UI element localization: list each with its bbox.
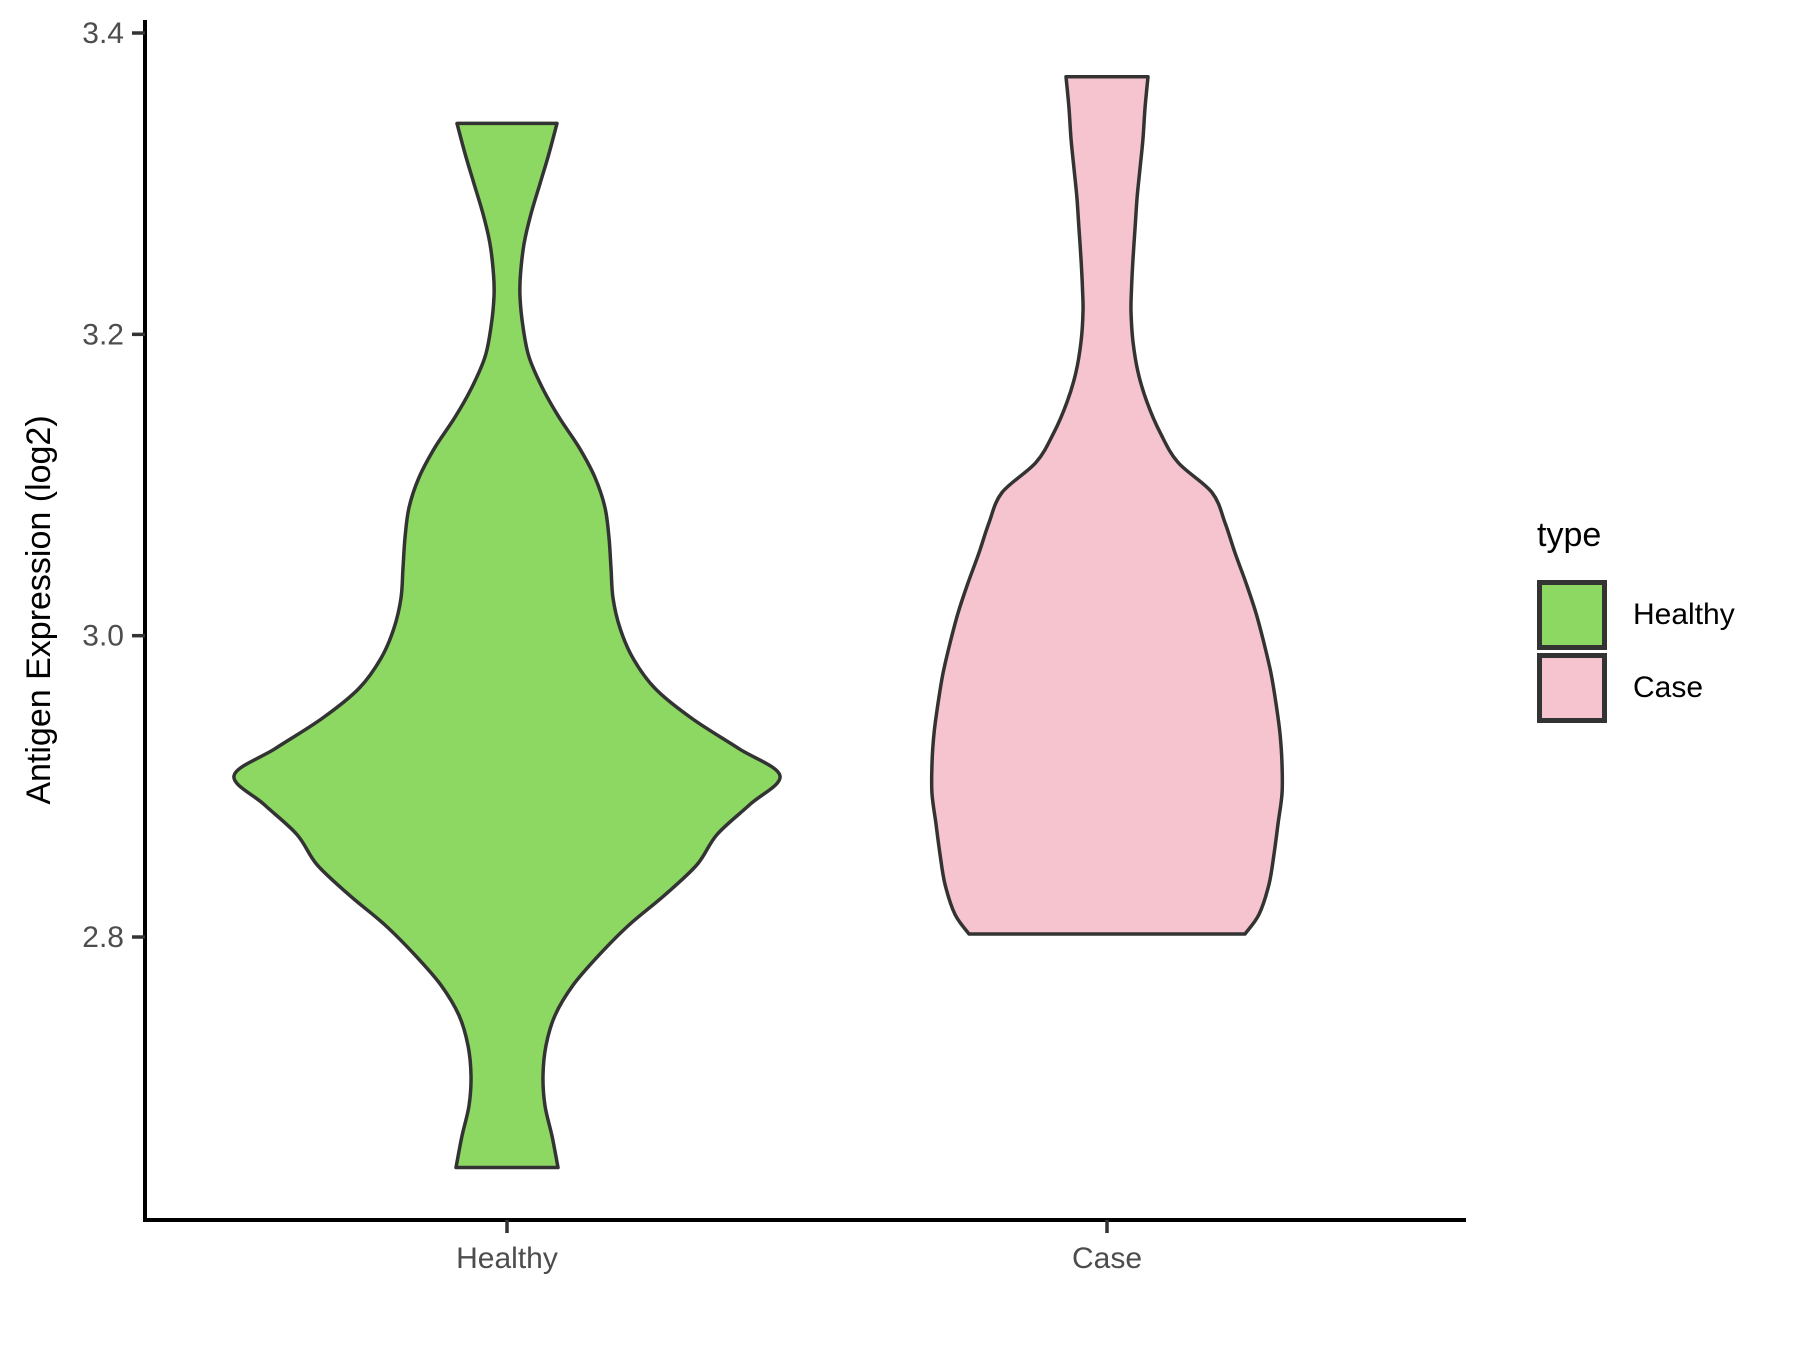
legend-item-healthy: Healthy	[1537, 580, 1735, 650]
y-tick-label: 3.2	[82, 318, 124, 351]
y-tick-label: 3.4	[82, 17, 124, 50]
legend-item-case: Case	[1537, 653, 1735, 723]
y-tick-label: 2.8	[82, 921, 124, 954]
legend: type Healthy Case	[1537, 514, 1735, 726]
violin-case	[929, 74, 1285, 936]
legend-label-case: Case	[1633, 671, 1704, 704]
x-category-label: Healthy	[456, 1242, 558, 1275]
x-category-label: Case	[1072, 1242, 1142, 1275]
violin-healthy	[232, 121, 782, 1170]
legend-label-healthy: Healthy	[1633, 598, 1735, 631]
legend-title: type	[1537, 516, 1602, 554]
legend-swatch-case	[1537, 653, 1607, 723]
legend-swatch-healthy	[1537, 580, 1607, 650]
y-axis-title: Antigen Expression (log2)	[20, 415, 58, 804]
y-tick-label: 3.0	[82, 620, 124, 653]
